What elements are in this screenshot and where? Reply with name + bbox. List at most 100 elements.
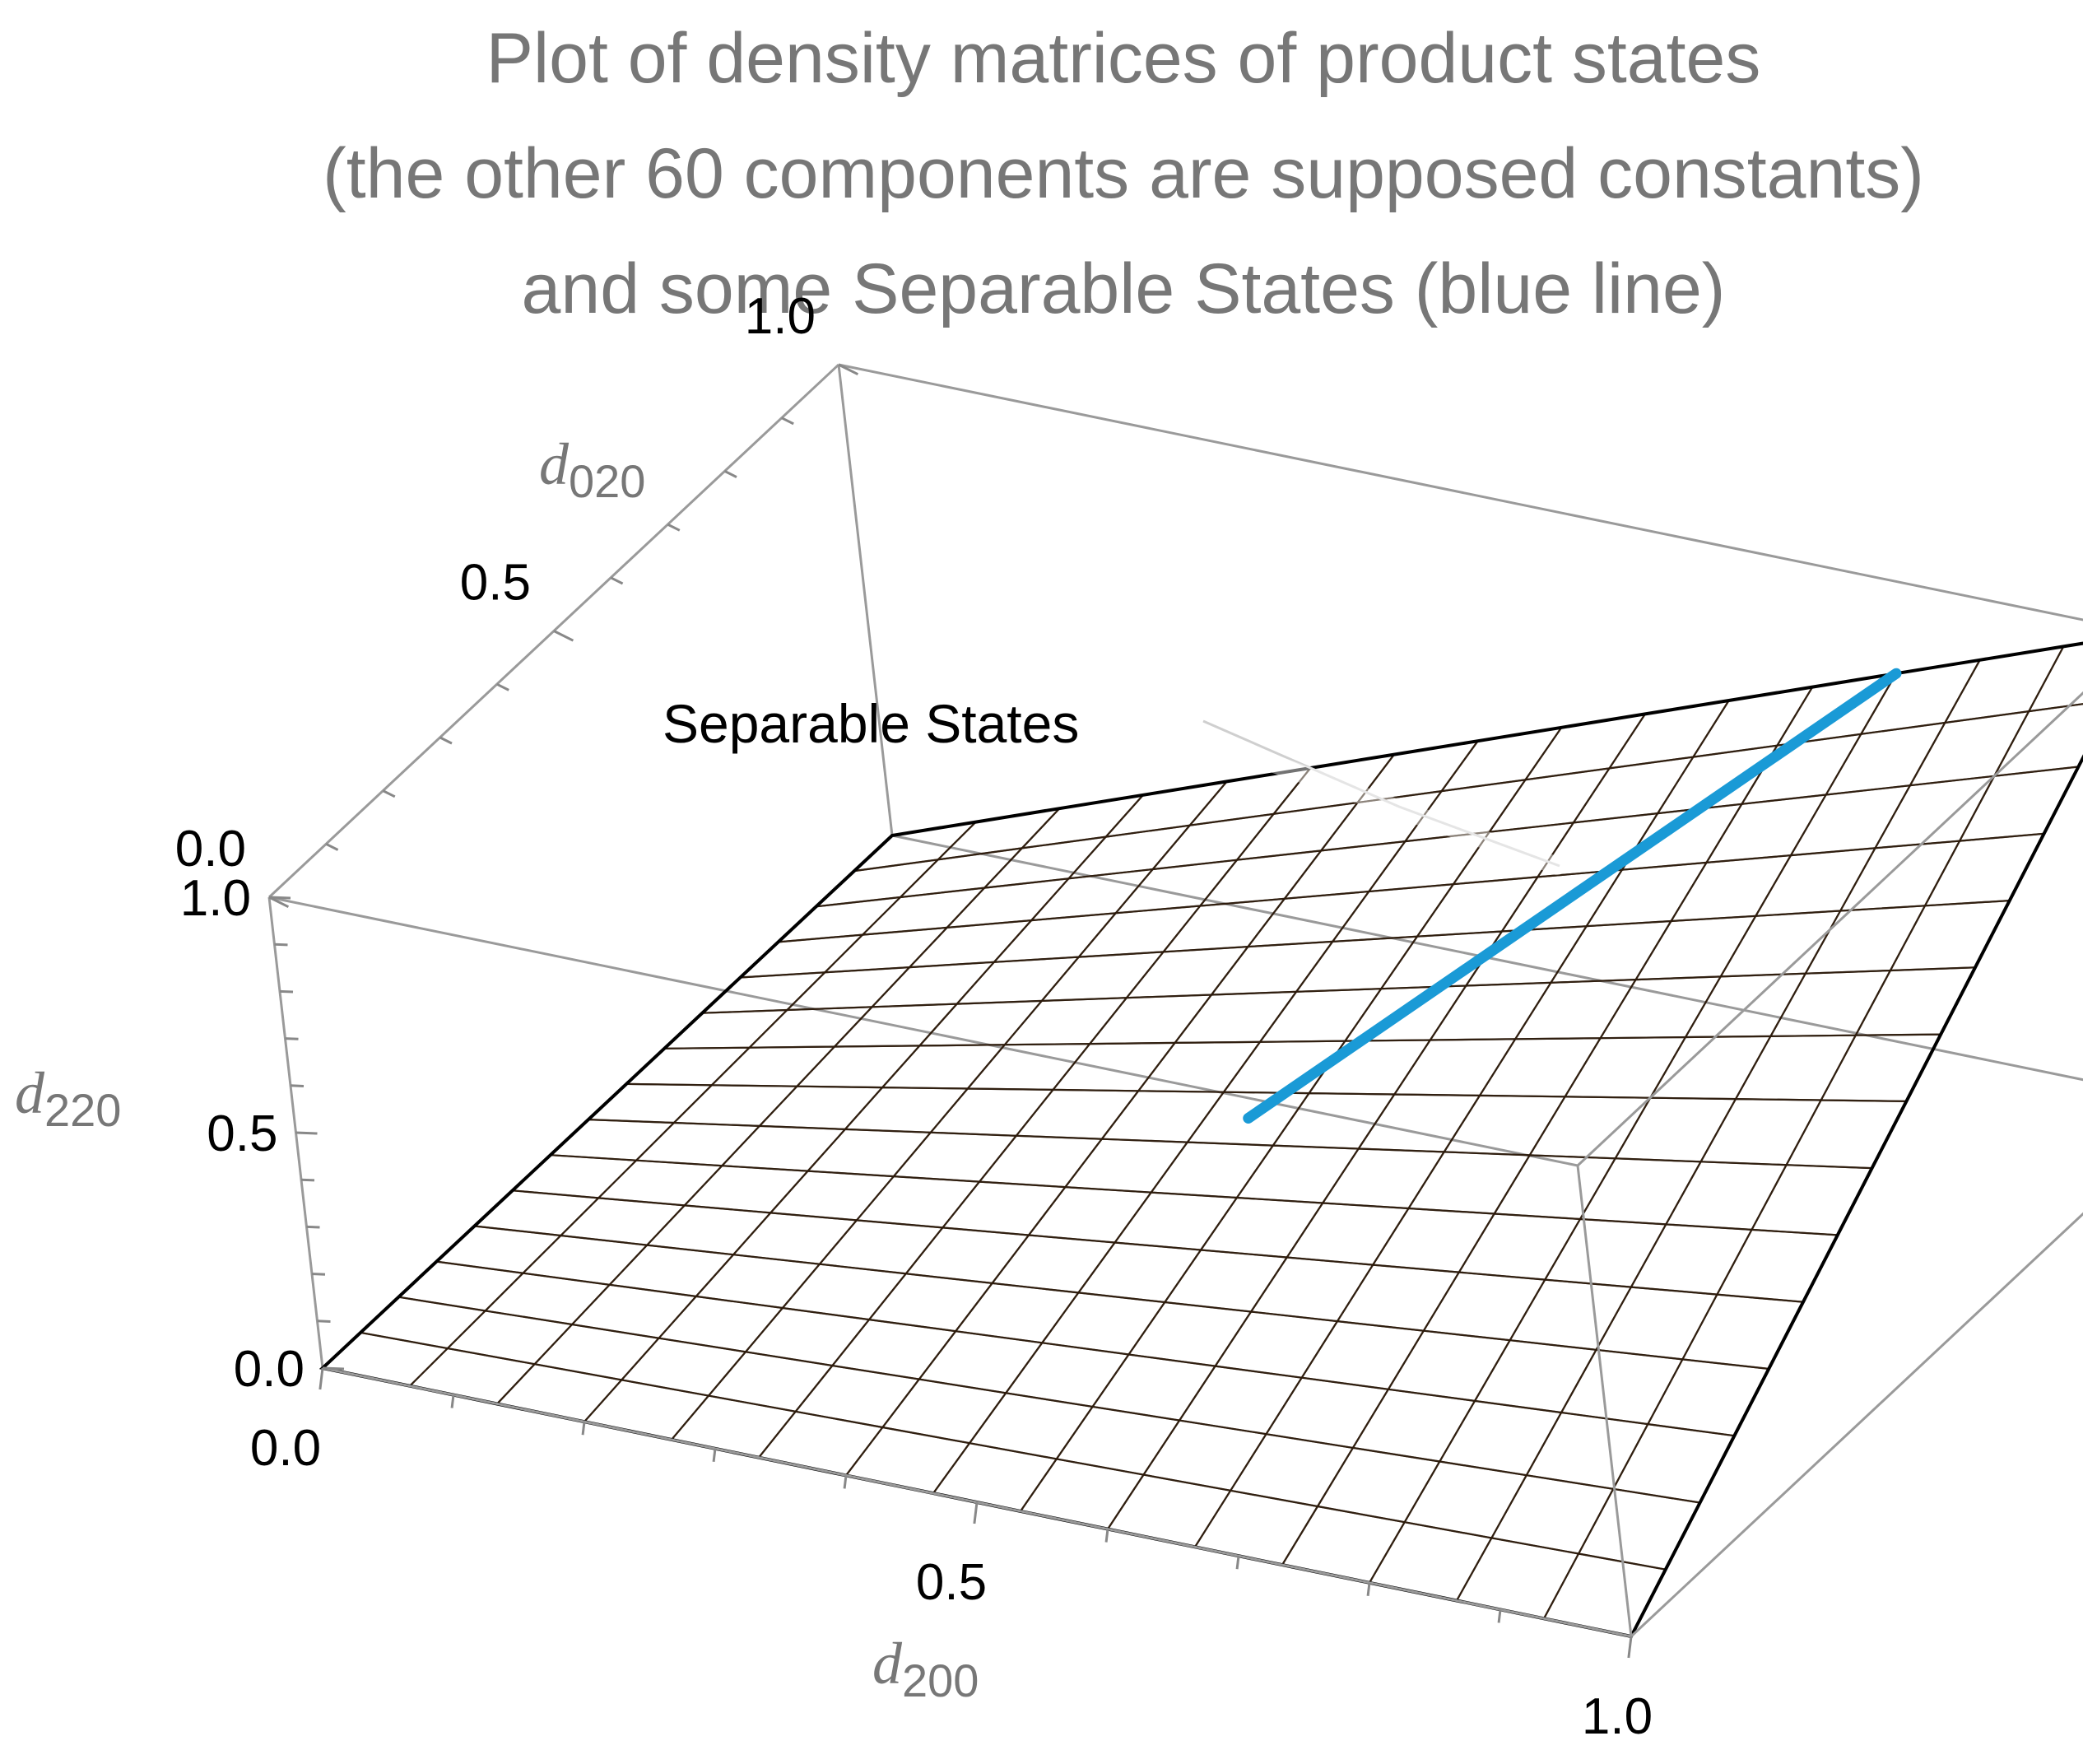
- surface-patch: [1704, 794, 1828, 864]
- surface-patch: [806, 1128, 933, 1178]
- box-back-edge-4: [838, 363, 2083, 621]
- x-tick-mark: [1104, 1529, 1109, 1543]
- surface-patch: [1321, 1147, 1446, 1210]
- box-front-edge-2: [1576, 1165, 1633, 1637]
- surface-patch: [358, 1296, 488, 1350]
- box-back-edge-2: [837, 364, 894, 836]
- y-tick-mark: [781, 417, 794, 426]
- surface-patch: [1124, 945, 1250, 999]
- surface-patch: [582, 1379, 711, 1441]
- surface-patch: [1249, 1256, 1375, 1323]
- surface-patch: [1151, 812, 1276, 871]
- surface-patch: [977, 1134, 1104, 1189]
- surface-patch: [1656, 744, 1779, 815]
- surface-patch: [1316, 1446, 1442, 1524]
- surface-patch: [1669, 854, 1793, 923]
- surface-patch: [860, 887, 988, 936]
- surface-patch: [1234, 801, 1360, 862]
- surface-patch: [941, 1180, 1067, 1236]
- surface-patch: [1571, 756, 1695, 824]
- surface-patch: [1492, 1154, 1617, 1221]
- surface-patch: [1300, 1320, 1425, 1390]
- surface-patch: [495, 1363, 624, 1423]
- surface-patch: [1508, 1278, 1633, 1351]
- surface-patch: [757, 1410, 885, 1477]
- surface-patch: [1076, 905, 1202, 958]
- surface-patch: [1004, 1342, 1131, 1408]
- surface-patch: [1594, 1286, 1719, 1361]
- surface-patch: [990, 1234, 1117, 1294]
- surface-patch: [1149, 1141, 1275, 1199]
- surface-patch: [1076, 1241, 1203, 1304]
- surface-patch: [1285, 1202, 1411, 1266]
- surface-patch: [434, 1225, 563, 1274]
- surface-patch: [968, 1392, 1095, 1460]
- surface-patch: [1664, 1161, 1788, 1231]
- z-tick-label: 0.0: [234, 1341, 305, 1398]
- box-front-edge-4: [1576, 691, 2083, 1167]
- surface-patch: [1579, 1157, 1703, 1226]
- y-tick-mark: [496, 682, 509, 691]
- surface-patch: [1371, 1207, 1496, 1273]
- surface-patch: [1387, 1329, 1512, 1403]
- surface-patch: [944, 877, 1072, 929]
- y-tick-mark: [325, 842, 339, 851]
- surface-patch: [1473, 1339, 1598, 1414]
- x-tick-mark: [1366, 1582, 1371, 1596]
- surface-patch: [694, 1254, 822, 1310]
- surface-patch: [719, 1124, 848, 1172]
- surface-patch: [320, 1331, 450, 1387]
- chart-title-line-2: (the other 60 components are supposed co…: [323, 134, 1924, 213]
- surface-patch: [932, 1441, 1058, 1513]
- surface-mesh: [318, 641, 2083, 1639]
- surface-patch: [521, 1234, 649, 1286]
- surface-patch: [1063, 1138, 1189, 1194]
- surface-patch: [1054, 1405, 1181, 1476]
- annotation-leader-line: [1202, 719, 1560, 868]
- axis-ticks: 0.0 0.0 0.0 0.5 0.5 0.5 1.0 1.0 1.0: [175, 288, 1653, 1745]
- surface-patch: [1421, 1271, 1547, 1342]
- annotation-label: Separable States: [663, 693, 1079, 754]
- surface-patch: [548, 1118, 677, 1161]
- z-tick-mark: [322, 1366, 345, 1371]
- surface-patch: [1066, 824, 1193, 880]
- surface-patch: [1542, 1552, 1667, 1638]
- surface-patch: [891, 1131, 1019, 1183]
- surface-patch: [1406, 1151, 1532, 1215]
- surface-patch: [1943, 645, 2066, 724]
- surface-patch: [1019, 1458, 1146, 1530]
- surface-patch: [1229, 1433, 1355, 1508]
- surface-patch: [1487, 766, 1611, 834]
- box-back-edge-6: [268, 896, 1579, 1167]
- surface-patch: [706, 1351, 835, 1413]
- surface-patch: [1113, 1191, 1239, 1251]
- separable-states-line: [1243, 668, 1902, 1124]
- surface-patch: [982, 835, 1109, 890]
- surface-patch: [1106, 1473, 1232, 1548]
- surface-patch: [607, 1244, 736, 1298]
- surface-patch: [1646, 1358, 1770, 1437]
- surface-patch: [483, 1272, 611, 1326]
- axis-label-z: d220: [15, 1060, 121, 1136]
- z-tick-mark: [290, 1084, 305, 1087]
- surface-patch: [2027, 642, 2083, 713]
- surface-patch: [917, 1330, 1044, 1394]
- y-tick-label: 0.5: [460, 555, 531, 612]
- surface-patch: [881, 1378, 1008, 1445]
- surface-patch: [1026, 1185, 1153, 1244]
- surface-patch: [657, 1295, 785, 1353]
- surface-patch: [445, 1310, 574, 1366]
- surface-patch: [793, 1364, 921, 1429]
- z-tick-label: 1.0: [180, 870, 251, 927]
- y-tick-mark: [667, 523, 681, 532]
- y-tick-mark: [439, 736, 453, 745]
- surface-patch: [532, 1323, 661, 1381]
- z-tick-mark: [274, 943, 288, 947]
- x-tick-mark: [843, 1475, 848, 1489]
- z-tick-mark: [285, 1037, 299, 1040]
- surface-patch: [1560, 1348, 1685, 1426]
- z-tick-label: 0.5: [207, 1105, 277, 1162]
- surface-patch: [844, 1426, 972, 1495]
- surface-patch: [596, 1159, 724, 1207]
- z-tick-mark: [317, 1320, 331, 1323]
